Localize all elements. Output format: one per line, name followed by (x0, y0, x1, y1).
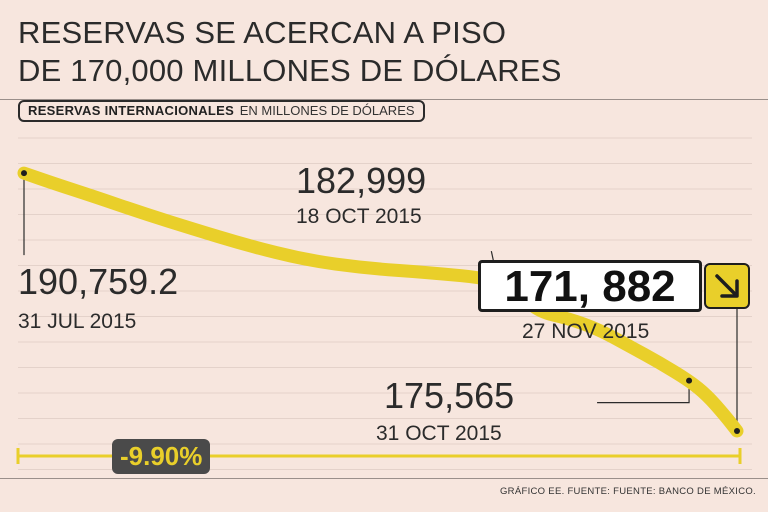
chart-title: RESERVAS SE ACERCAN A PISO DE 170,000 MI… (18, 14, 562, 90)
subtitle-unit: EN MILLONES DE DÓLARES (239, 103, 415, 118)
title-line-1: RESERVAS SE ACERCAN A PISO (18, 15, 507, 50)
arrow-down-right-icon (715, 274, 739, 298)
data-point-marker (734, 427, 740, 434)
subtitle-badge: RESERVAS INTERNACIONALES EN MILLONES DE … (18, 100, 425, 122)
source-note: GRÁFICO EE. FUENTE: FUENTE: BANCO DE MÉX… (499, 486, 756, 497)
trend-badge (704, 263, 750, 309)
data-point-marker (686, 377, 693, 384)
title-divider (0, 99, 768, 100)
annotation-date-oct18: 18 OCT 2015 (296, 205, 422, 228)
annotation-date-nov27: 27 NOV 2015 (522, 320, 649, 343)
annotation-value-oct31: 175,565 (384, 375, 514, 416)
subtitle-bold: RESERVAS INTERNACIONALES (28, 103, 235, 118)
annotation-value-jul: 190,759.2 (18, 261, 178, 302)
annotation-date-jul: 31 JUL 2015 (18, 310, 136, 333)
title-line-2: DE 170,000 MILLONES DE DÓLARES (18, 53, 562, 88)
footer-divider (0, 478, 768, 479)
data-point-marker (21, 170, 27, 177)
latest-value: 171, 882 (504, 262, 676, 311)
annotation-date-oct31: 31 OCT 2015 (376, 422, 502, 445)
change-label: -9.90% (120, 441, 203, 471)
latest-value-box: 171, 882 (478, 260, 702, 312)
leader-line (597, 380, 690, 404)
annotation-value-oct18: 182,999 (296, 160, 426, 201)
grid-lines (18, 137, 752, 470)
change-badge: -9.90% (112, 439, 211, 474)
